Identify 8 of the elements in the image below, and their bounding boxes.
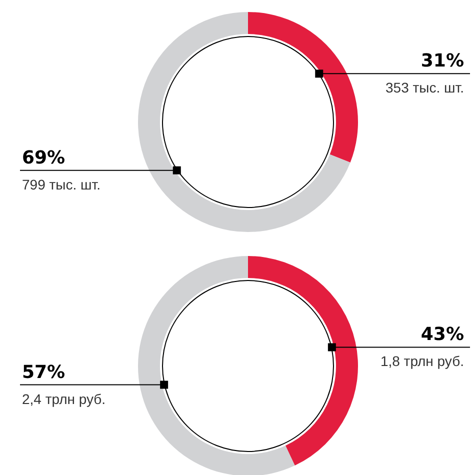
- data-label: 69%: [22, 147, 66, 168]
- text: 799 тыс. шт.: [22, 176, 100, 192]
- data-label: 57%: [22, 362, 66, 383]
- text: 1,8 трлн руб.: [380, 353, 464, 370]
- data-label: 43%: [420, 324, 464, 346]
- data-label: 31%: [420, 50, 464, 72]
- text: 2,4 трлн руб.: [22, 390, 106, 407]
- text: 353 тыс. шт.: [386, 80, 464, 96]
